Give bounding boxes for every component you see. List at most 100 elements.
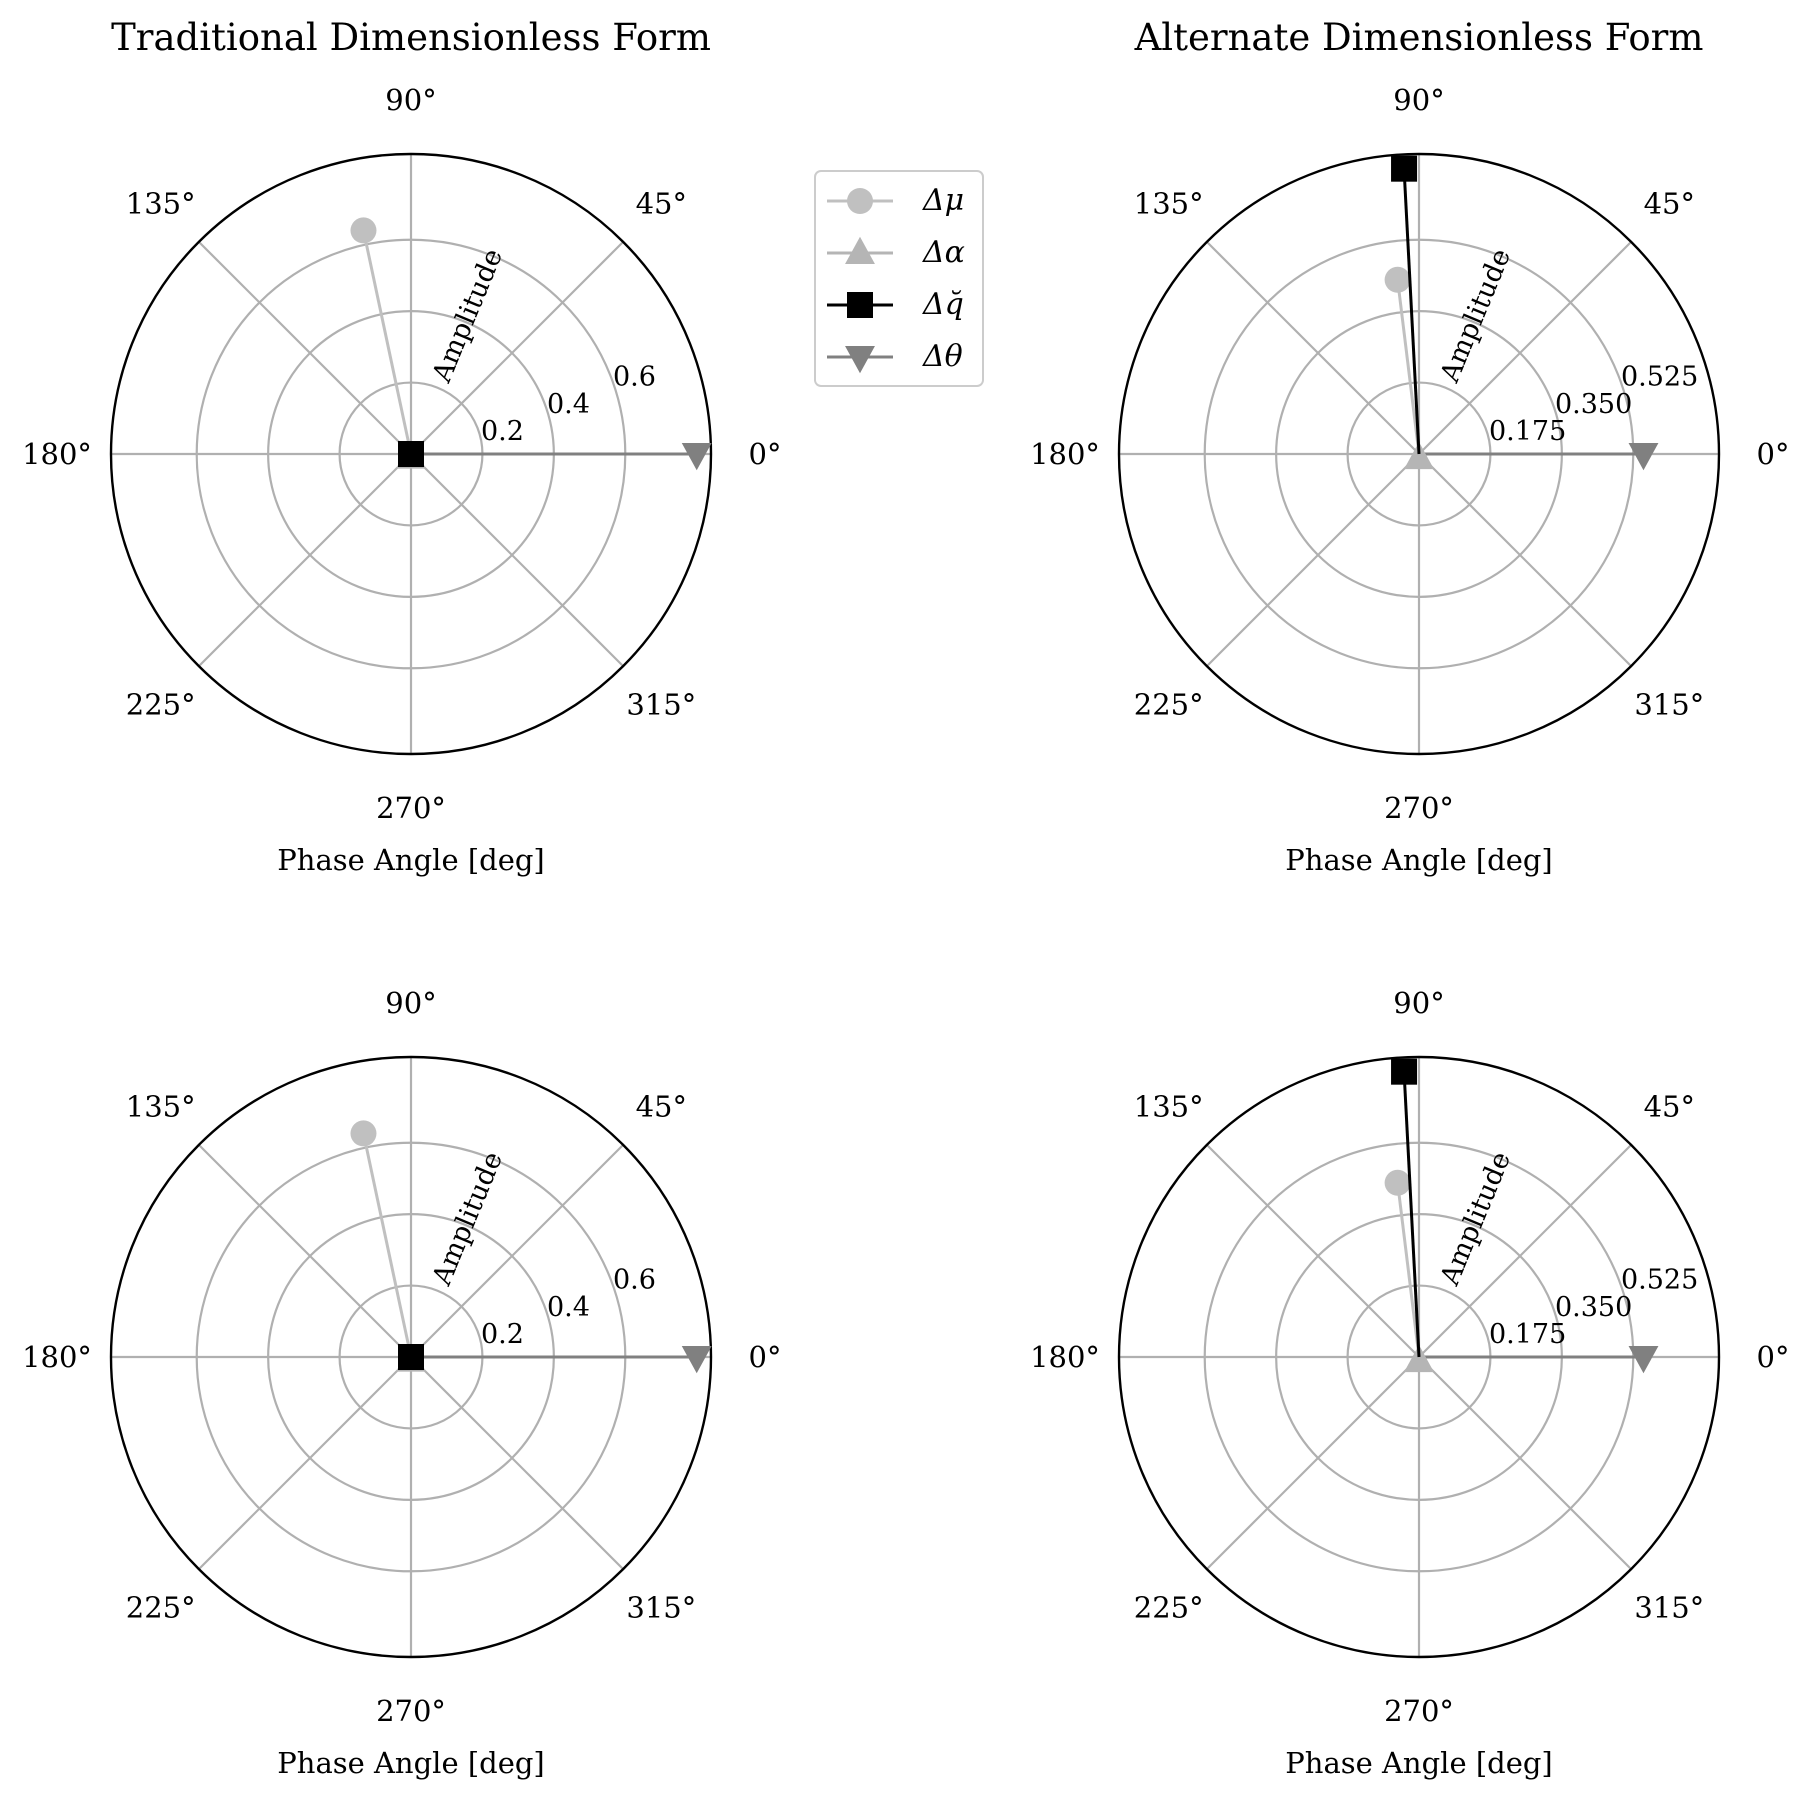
theta-tick-label: 0° [1757, 1340, 1790, 1374]
series-square [1391, 1058, 1421, 1358]
theta-gridline-5 [198, 1356, 412, 1570]
theta-tick-label: 90° [385, 83, 436, 117]
theta-tick-label: 90° [1393, 83, 1444, 117]
series-line [1396, 1182, 1421, 1358]
theta-tick-label: 90° [385, 986, 436, 1020]
data-point [681, 442, 712, 471]
data-point [1628, 1345, 1659, 1374]
theta-tick-label: 270° [376, 1694, 446, 1728]
theta-tick-label: 0° [749, 437, 782, 471]
x-axis-label: Phase Angle [deg] [277, 843, 545, 877]
series-circle [1384, 1169, 1421, 1358]
r-axis-label: Amplitude [1434, 1147, 1517, 1290]
theta-tick-label: 270° [1384, 791, 1454, 825]
data-point [681, 1345, 712, 1374]
series-triangle-down [411, 442, 712, 471]
legend-entry: Δq̆ [827, 287, 964, 322]
series-line [1402, 168, 1421, 455]
theta-gridline-1 [1418, 1144, 1632, 1358]
theta-tick-label: 135° [1134, 1090, 1204, 1124]
polar-spine [109, 152, 713, 756]
legend-marker [847, 292, 873, 318]
theta-gridline-3 [1206, 1144, 1420, 1358]
theta-gridline-1 [410, 1144, 624, 1358]
theta-tick-label: 135° [126, 187, 196, 221]
legend-marker [847, 188, 873, 214]
theta-gridline-7 [1418, 1356, 1632, 1570]
theta-gridline-5 [1206, 453, 1420, 667]
data-point [1391, 1058, 1418, 1085]
data-point [1391, 155, 1418, 182]
theta-gridline-5 [198, 453, 412, 667]
theta-tick-label: 180° [22, 1340, 92, 1374]
r-tick-label: 0.175 [1489, 416, 1566, 447]
series-triangle-up [1404, 1344, 1434, 1373]
theta-tick-label: 225° [1134, 1590, 1204, 1624]
r-axis-label: Amplitude [1434, 244, 1517, 387]
series-triangle-down [1419, 1345, 1659, 1374]
legend-marker [845, 345, 875, 374]
theta-tick-label: 0° [1757, 437, 1790, 471]
r-tick-label: 0.2 [481, 416, 524, 447]
polar-spine [1117, 1055, 1721, 1659]
r-tick-label: 0.6 [613, 361, 656, 392]
theta-gridline-3 [1206, 241, 1420, 455]
data-point [350, 217, 377, 244]
data-point [1384, 266, 1411, 293]
series-circle [1384, 266, 1421, 455]
r-tick-label: 0.350 [1555, 1292, 1632, 1323]
theta-gridline-7 [1418, 453, 1632, 667]
theta-tick-label: 225° [1134, 687, 1204, 721]
theta-tick-label: 135° [126, 1090, 196, 1124]
theta-tick-label: 90° [1393, 986, 1444, 1020]
data-point [398, 1344, 424, 1370]
theta-tick-label: 270° [376, 791, 446, 825]
theta-tick-label: 45° [636, 187, 687, 221]
theta-tick-label: 135° [1134, 187, 1204, 221]
r-tick-label: 0.175 [1489, 1319, 1566, 1350]
theta-tick-label: 180° [1030, 437, 1100, 471]
data-point [1404, 441, 1434, 470]
legend-entry: Δμ [827, 183, 964, 218]
r-axis-label: Amplitude [426, 1147, 509, 1290]
r-tick-label: 0.2 [481, 1319, 524, 1350]
legend: Δμ Δα Δq̆ Δθ [814, 170, 984, 387]
polar-spine [109, 1055, 713, 1659]
theta-tick-label: 180° [1030, 1340, 1100, 1374]
r-tick-label: 0.350 [1555, 389, 1632, 420]
theta-tick-label: 45° [1644, 1090, 1695, 1124]
polar-panel-3: 0° 45° 90° 135° 180° 225° 270° 315° 0.2 0.4 0.6 Amp… [22, 986, 781, 1780]
polar-panel-2: 0° 45° 90° 135° 180° 225° 270° 315° 0.1750.3500.… [1030, 16, 1789, 877]
theta-tick-label: 225° [126, 1590, 196, 1624]
theta-tick-label: 315° [626, 1590, 696, 1624]
theta-gridline-1 [1418, 241, 1632, 455]
r-axis-label: Amplitude [426, 244, 509, 387]
theta-tick-label: 45° [1644, 187, 1695, 221]
data-point [1628, 442, 1659, 471]
polar-panel-4: 0° 45° 90° 135° 180° 225° 270° 315° 0.1750.3500.… [1030, 986, 1789, 1780]
data-point [1404, 1344, 1434, 1373]
r-tick-label: 0.525 [1621, 361, 1698, 392]
series-line [362, 1133, 413, 1358]
series-triangle-down [411, 1345, 712, 1374]
legend-frame [814, 170, 984, 387]
theta-tick-label: 225° [126, 687, 196, 721]
theta-gridline-1 [410, 241, 624, 455]
legend-label: Δα [922, 235, 965, 270]
theta-tick-label: 315° [1634, 1590, 1704, 1624]
series-square [398, 1344, 424, 1370]
legend-label: Δθ [922, 339, 963, 374]
legend-entry: Δθ [827, 339, 963, 374]
theta-gridline-7 [410, 453, 624, 667]
legend-marker [845, 236, 875, 265]
r-tick-label: 0.4 [547, 1292, 590, 1323]
series-triangle-up [1404, 441, 1434, 470]
theta-tick-label: 180° [22, 437, 92, 471]
series-circle [350, 217, 413, 455]
polar-panel-1: 0° 45° 90° 135° 180° 225° 270° 315° 0.2 0.4 0.6 Amp… [22, 16, 781, 877]
data-point [350, 1120, 377, 1147]
theta-tick-label: 0° [749, 1340, 782, 1374]
series-triangle-down [1419, 442, 1659, 471]
x-axis-label: Phase Angle [deg] [277, 1746, 545, 1780]
